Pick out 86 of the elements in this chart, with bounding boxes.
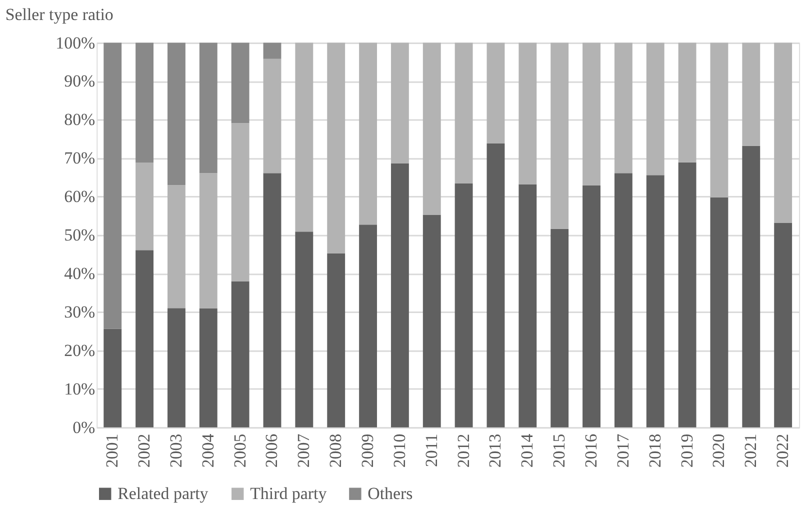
bar: [742, 146, 760, 428]
y-tick-label: 90%: [64, 72, 96, 91]
bar: [359, 224, 377, 428]
x-tick-label: 2004: [198, 433, 218, 468]
bar: [742, 42, 760, 146]
x-tick-label: 2019: [677, 434, 696, 468]
x-tick-label: 2016: [581, 434, 600, 468]
bar: [104, 42, 122, 329]
y-tick-label: 60%: [64, 187, 96, 206]
x-tick-label: 2014: [518, 433, 537, 468]
bar: [167, 42, 186, 186]
bar: [518, 184, 537, 428]
x-tick-label: 2021: [741, 434, 760, 468]
bar: [390, 164, 409, 428]
y-tick-label: 80%: [64, 110, 96, 130]
bar: [327, 42, 346, 254]
bar: [263, 42, 282, 59]
y-tick-label: 40%: [64, 264, 96, 284]
bar: [774, 222, 792, 428]
bar: [678, 42, 696, 162]
x-tick-label: 2002: [134, 434, 154, 468]
x-tick-label: 2007: [294, 434, 314, 468]
legend-label: Third party: [250, 484, 328, 503]
bar: [136, 162, 154, 250]
x-tick-label: 2017: [613, 434, 632, 468]
legend-label: Others: [368, 484, 413, 503]
bar: [454, 184, 473, 428]
y-tick-label: 70%: [64, 148, 96, 168]
y-tick-label: 50%: [64, 226, 96, 245]
bar: [263, 58, 282, 174]
x-tick-label: 2013: [486, 434, 505, 468]
bar: [167, 185, 186, 308]
bar: [104, 328, 122, 428]
bar: [550, 228, 569, 428]
bar: [136, 42, 154, 163]
bar: [678, 162, 696, 428]
bar: [646, 175, 664, 428]
bar: [486, 144, 505, 428]
y-tick-label: 20%: [64, 340, 96, 360]
bar: [518, 42, 537, 184]
x-tick-label: 2015: [550, 434, 569, 468]
y-tick-label: 100%: [56, 33, 96, 52]
bar: [582, 185, 600, 428]
bar: [231, 281, 250, 428]
bar: [614, 42, 632, 174]
x-tick-label: 2010: [390, 434, 409, 468]
bar: [390, 42, 409, 164]
x-tick-label: 2018: [645, 434, 664, 468]
bar: [646, 42, 664, 176]
x-tick-label: 2011: [422, 434, 441, 468]
bar: [422, 214, 441, 428]
bar: [710, 42, 728, 198]
bar: [199, 173, 218, 309]
x-tick-label: 2012: [454, 434, 473, 468]
bar: [295, 232, 314, 428]
x-tick-label: 2008: [326, 434, 346, 468]
bar: [550, 42, 569, 229]
bar: [263, 173, 282, 428]
bar: [295, 42, 314, 232]
x-tick-label: 2022: [773, 434, 792, 468]
bar: [167, 308, 186, 428]
bar: [614, 173, 632, 428]
legend-label: Related party: [118, 484, 209, 503]
x-tick-label: 2020: [709, 434, 728, 468]
bar: [582, 42, 600, 186]
x-tick-label: 2006: [262, 434, 282, 468]
y-tick-label: 30%: [64, 302, 96, 322]
y-axis-title: Seller type ratio: [5, 4, 114, 24]
bar: [327, 254, 346, 428]
x-tick-label: 2009: [358, 434, 378, 468]
bar: [199, 42, 218, 174]
bar: [454, 42, 473, 184]
x-tick-label: 2005: [230, 434, 250, 468]
bar: [199, 308, 218, 428]
bar: [422, 42, 441, 215]
bar: [136, 250, 154, 428]
y-tick-label: 0%: [72, 418, 96, 437]
bar: [710, 197, 728, 428]
bar: [231, 42, 250, 124]
bar: [231, 123, 250, 282]
x-tick-label: 2003: [166, 434, 186, 468]
x-tick-label: 2001: [102, 434, 122, 468]
bar: [486, 42, 505, 144]
bar: [774, 42, 792, 223]
y-tick-label: 10%: [64, 379, 96, 398]
bar: [359, 42, 377, 225]
